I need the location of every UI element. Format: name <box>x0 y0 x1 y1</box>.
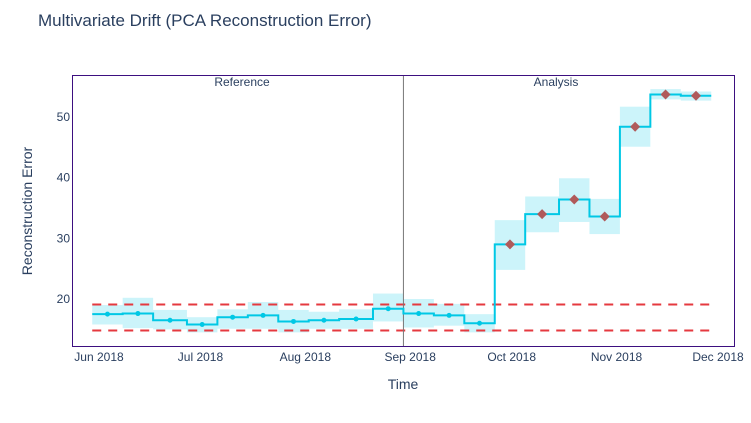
x-axis-label: Time <box>388 376 419 392</box>
x-tick-label: Nov 2018 <box>591 350 643 364</box>
alert-marker <box>599 211 610 222</box>
alert-marker <box>630 121 641 132</box>
chart-title: Multivariate Drift (PCA Reconstruction E… <box>38 11 371 30</box>
y-tick-label: 20 <box>57 292 71 306</box>
data-point <box>477 320 483 326</box>
plot-area <box>92 75 712 346</box>
x-tick-label: Jul 2018 <box>178 350 224 364</box>
y-tick-label: 40 <box>57 171 71 185</box>
data-point <box>135 311 141 317</box>
y-axis-label: Reconstruction Error <box>19 146 35 275</box>
alert-marker <box>504 239 515 250</box>
y-tick-label: 30 <box>57 231 71 245</box>
data-point <box>446 312 452 318</box>
data-point <box>260 312 266 318</box>
plot-frame <box>72 75 735 347</box>
data-point <box>416 311 422 317</box>
section-label-analysis: Analysis <box>534 75 579 89</box>
alert-marker <box>569 194 580 205</box>
alert-marker <box>660 89 671 100</box>
data-point <box>385 306 391 312</box>
alert-marker <box>691 90 702 101</box>
data-point <box>353 316 359 322</box>
data-point <box>321 317 327 323</box>
y-tick-label: 50 <box>57 110 71 124</box>
x-tick-label: Sep 2018 <box>384 350 436 364</box>
alert-marker <box>537 209 548 220</box>
x-tick-label: Jun 2018 <box>74 350 124 364</box>
data-point <box>104 311 110 317</box>
x-tick-label: Aug 2018 <box>280 350 332 364</box>
x-tick-label: Dec 2018 <box>692 350 744 364</box>
x-tick-label: Oct 2018 <box>487 350 536 364</box>
data-point <box>167 317 173 323</box>
section-label-reference: Reference <box>214 75 270 89</box>
data-point <box>230 314 236 320</box>
data-point <box>199 321 205 327</box>
data-point <box>290 318 296 324</box>
